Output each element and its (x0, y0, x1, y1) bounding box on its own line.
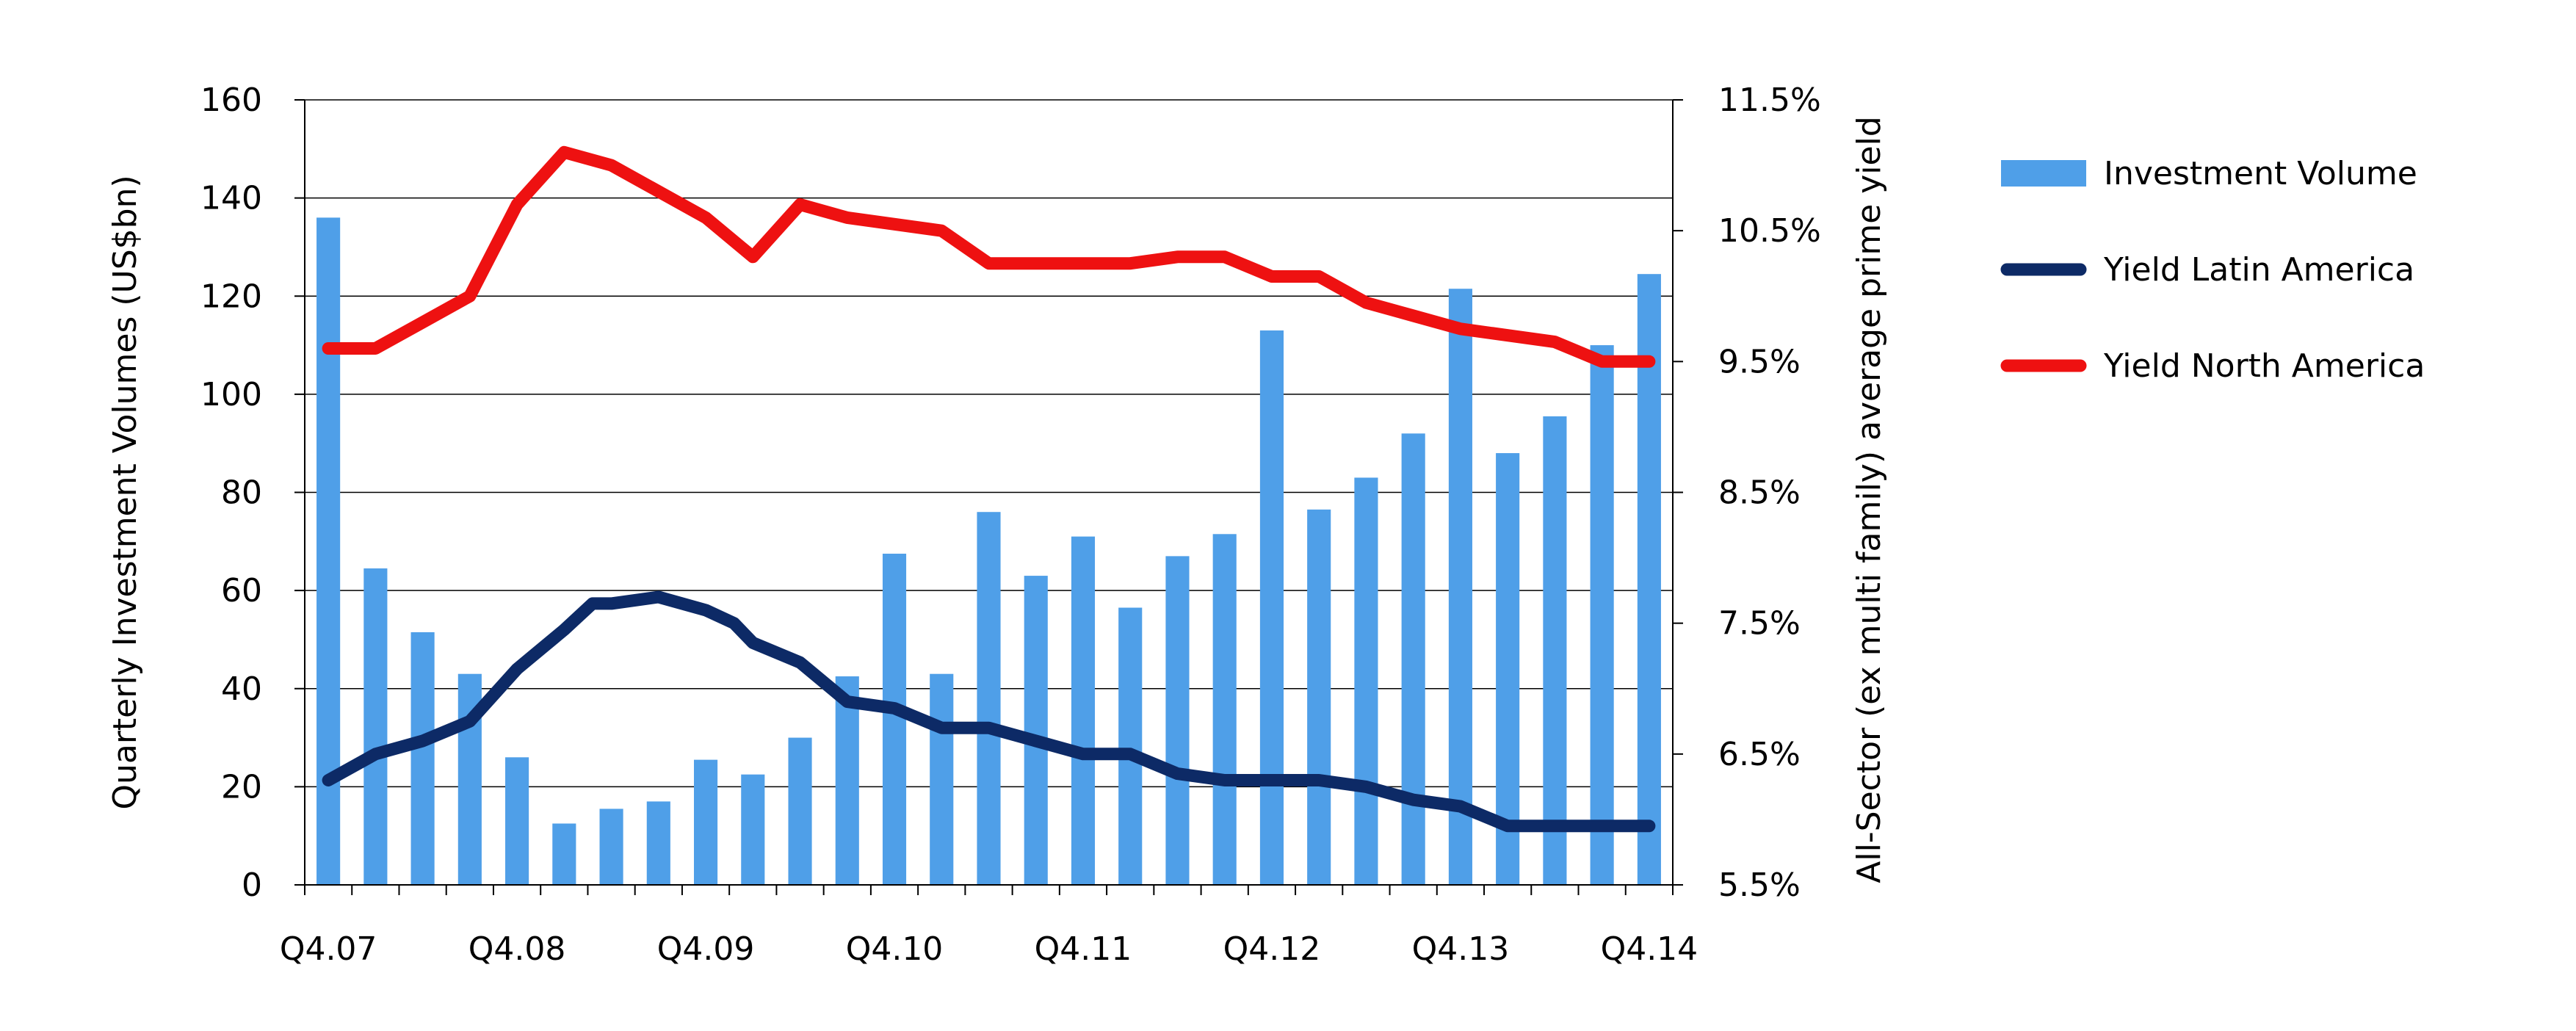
bar (1118, 607, 1143, 885)
left-tick-label: 40 (221, 670, 262, 708)
left-tick-label: 120 (200, 278, 262, 315)
bar (835, 676, 859, 885)
yield-north-america-line (322, 145, 1656, 368)
bar (882, 554, 907, 885)
bar (1637, 274, 1661, 885)
legend-swatch (2001, 160, 2086, 187)
right-tick-label: 8.5% (1718, 474, 1801, 512)
bar (1448, 289, 1472, 885)
left-axis-ticks: 0 20 40 60 80 100 120 140 160 (200, 82, 305, 904)
right-tick-label: 10.5% (1718, 212, 1821, 250)
x-tick-label: Q4.14 (1601, 930, 1698, 968)
bar (1401, 433, 1425, 885)
x-tick-label: Q4.10 (846, 930, 944, 968)
left-tick-label: 80 (221, 474, 262, 512)
x-tick-label: Q4.07 (280, 930, 377, 968)
bar (1259, 330, 1284, 885)
y2-axis-title: All-Sector (ex multi family) average pri… (1850, 116, 1888, 883)
bar (930, 673, 954, 885)
bar (1307, 509, 1331, 885)
bar (741, 774, 765, 885)
x-axis-ticks: Q4.07 Q4.08 Q4.09 Q4.10 Q4.11 Q4.12 Q4.13 Q4.14 (280, 885, 1698, 968)
gridlines (305, 99, 1673, 886)
right-tick-label: 9.5% (1718, 343, 1801, 380)
bar (1496, 453, 1520, 885)
left-tick-label: 0 (242, 867, 262, 904)
bar (1071, 536, 1096, 885)
left-tick-label: 100 (200, 376, 262, 413)
bar (977, 512, 1001, 885)
bar-series (316, 217, 1661, 886)
left-tick-label: 160 (200, 82, 262, 119)
x-tick-label: Q4.09 (657, 930, 755, 968)
bar (1212, 534, 1237, 885)
y-axis-title: Quarterly Investment Volumes (US$bn) (106, 175, 144, 809)
x-tick-label: Q4.12 (1223, 930, 1321, 968)
yield-latin-america-line (322, 590, 1656, 833)
left-tick-label: 60 (221, 572, 262, 609)
bar (1543, 416, 1567, 885)
bar (410, 632, 435, 885)
bar (505, 757, 529, 885)
bar (552, 823, 576, 885)
bar (1165, 556, 1190, 885)
legend: Investment Volume Yield Latin America Yiel… (2000, 155, 2425, 385)
bar (693, 759, 718, 885)
bar (1590, 345, 1614, 885)
right-tick-label: 11.5% (1718, 82, 1821, 119)
legend-label: Investment Volume (2104, 155, 2417, 192)
bar (1354, 477, 1378, 885)
right-tick-label: 7.5% (1718, 605, 1801, 643)
right-tick-label: 6.5% (1718, 736, 1801, 773)
x-tick-label: Q4.08 (468, 930, 566, 968)
right-tick-label: 5.5% (1718, 867, 1801, 904)
right-axis-ticks: 5.5% 6.5% 7.5% 8.5% 9.5% 10.5% 11.5% (1673, 82, 1821, 904)
legend-label: Yield Latin America (2103, 251, 2414, 289)
bar (1024, 576, 1048, 885)
left-tick-label: 20 (221, 768, 262, 806)
bar (599, 808, 623, 885)
x-tick-label: Q4.11 (1035, 930, 1132, 968)
bar (788, 737, 812, 885)
left-tick-label: 140 (200, 180, 262, 217)
bar (646, 801, 670, 885)
bar (363, 568, 388, 885)
x-tick-label: Q4.13 (1412, 930, 1510, 968)
line-series (322, 145, 1656, 833)
legend-label: Yield North America (2103, 347, 2425, 385)
